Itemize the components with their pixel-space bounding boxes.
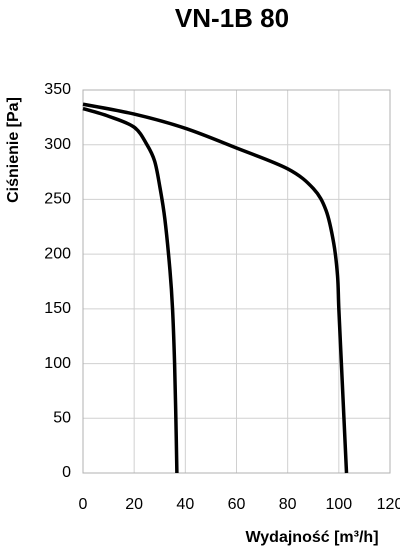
y-axis-label: Ciśnienie [Pa] <box>5 97 22 203</box>
y-tick-label: 200 <box>44 245 71 262</box>
y-tick-label: 0 <box>62 464 71 481</box>
plot-frame <box>82 89 391 474</box>
y-tick-label: 100 <box>44 355 71 372</box>
y-tick-label: 250 <box>44 191 71 208</box>
x-tick-label: 100 <box>325 496 352 513</box>
y-tick-label: 50 <box>53 410 71 427</box>
x-tick-label: 20 <box>125 496 143 513</box>
x-tick-label: 0 <box>79 496 88 513</box>
x-tick-label: 40 <box>176 496 194 513</box>
chart-title: VN-1B 80 <box>175 3 289 33</box>
series-line <box>82 106 179 474</box>
y-tick-label: 350 <box>44 81 71 98</box>
x-tick-label: 60 <box>228 496 246 513</box>
y-tick-label: 150 <box>44 300 71 317</box>
x-tick-label: 120 <box>377 496 400 513</box>
y-tick-label: 300 <box>44 136 71 153</box>
series-line <box>82 102 349 474</box>
x-tick-label: 80 <box>279 496 297 513</box>
x-axis-label: Wydajność [m³/h] <box>245 529 378 546</box>
